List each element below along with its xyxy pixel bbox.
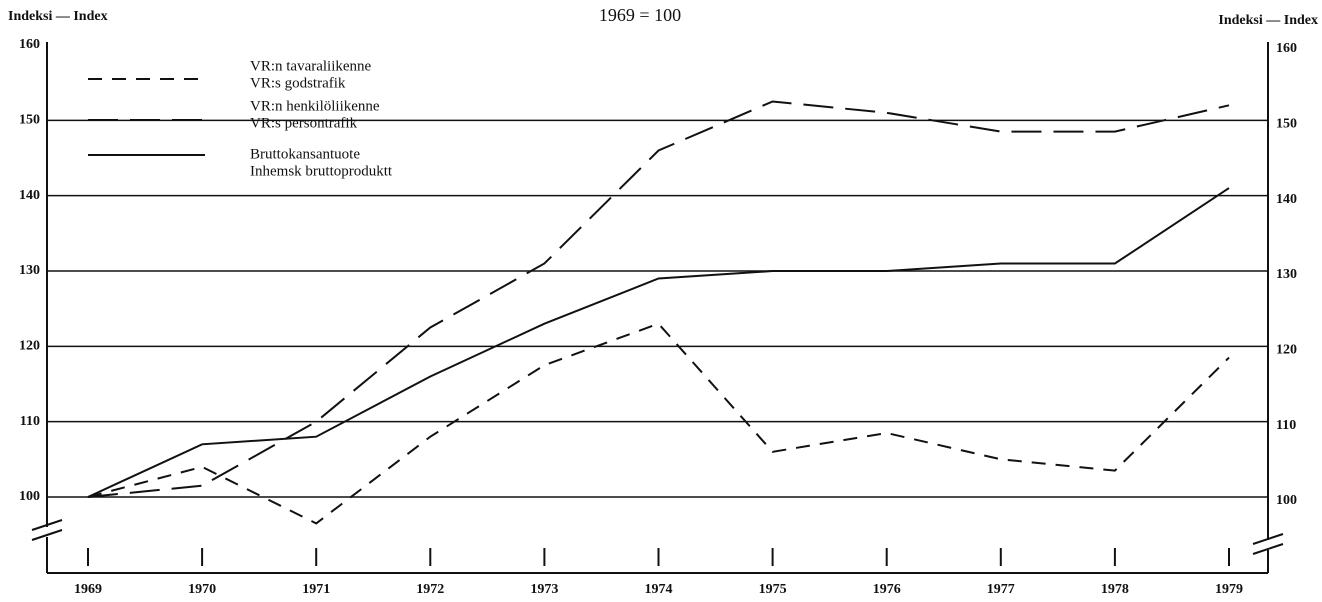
y-tick-label: 160 bbox=[19, 37, 40, 52]
legend-label: VR:n henkilöliikenne bbox=[250, 98, 380, 114]
legend-label: VR:n tavaraliikenne bbox=[250, 58, 372, 74]
series-line bbox=[87, 100, 1230, 498]
legend-label: Bruttokansantuote bbox=[250, 146, 360, 162]
x-tick-label: 1969 bbox=[74, 582, 102, 597]
x-tick-label: 1978 bbox=[1101, 582, 1129, 597]
y-tick-label: 130 bbox=[19, 263, 40, 278]
y2-tick-label: 120 bbox=[1276, 343, 1297, 358]
y2-tick-label: 110 bbox=[1276, 418, 1296, 433]
legend-label: Inhemsk bruttoproduktt bbox=[250, 163, 393, 179]
x-tick-label: 1975 bbox=[759, 582, 787, 597]
x-tick-label: 1971 bbox=[302, 582, 330, 597]
x-tick-label: 1972 bbox=[416, 582, 444, 597]
axis-break bbox=[1252, 543, 1284, 555]
y-tick-label: 100 bbox=[19, 489, 40, 504]
series-line bbox=[87, 187, 1230, 498]
y2-tick-label: 100 bbox=[1276, 493, 1297, 508]
y2-tick-label: 160 bbox=[1276, 41, 1297, 56]
x-tick-label: 1974 bbox=[645, 582, 673, 597]
y2-tick-label: 150 bbox=[1276, 117, 1297, 132]
axis-frame bbox=[31, 42, 1284, 574]
y-axis-label: Indeksi — Index bbox=[8, 9, 108, 24]
axis-break bbox=[1252, 533, 1284, 545]
y-tick-label: 120 bbox=[19, 339, 40, 354]
y-tick-label: 150 bbox=[19, 113, 40, 128]
x-tick-label: 1976 bbox=[873, 582, 901, 597]
y-tick-label: 110 bbox=[20, 414, 40, 429]
legend-label: VR:s godstrafik bbox=[250, 75, 346, 91]
axis-break bbox=[31, 519, 63, 531]
series-line bbox=[87, 322, 1230, 525]
axis-break bbox=[31, 529, 63, 541]
legend-label: VR:s persontrafik bbox=[250, 115, 358, 131]
y2-axis-label: Indeksi — Index bbox=[1218, 13, 1318, 28]
x-tick-label: 1973 bbox=[530, 582, 558, 597]
x-tick-label: 1970 bbox=[188, 582, 216, 597]
chart-title: 1969 = 100 bbox=[599, 5, 681, 25]
x-tick-label: 1977 bbox=[987, 582, 1015, 597]
y-tick-label: 140 bbox=[19, 188, 40, 203]
y2-tick-label: 130 bbox=[1276, 267, 1297, 282]
y2-tick-label: 140 bbox=[1276, 192, 1297, 207]
x-tick-label: 1979 bbox=[1215, 582, 1243, 597]
